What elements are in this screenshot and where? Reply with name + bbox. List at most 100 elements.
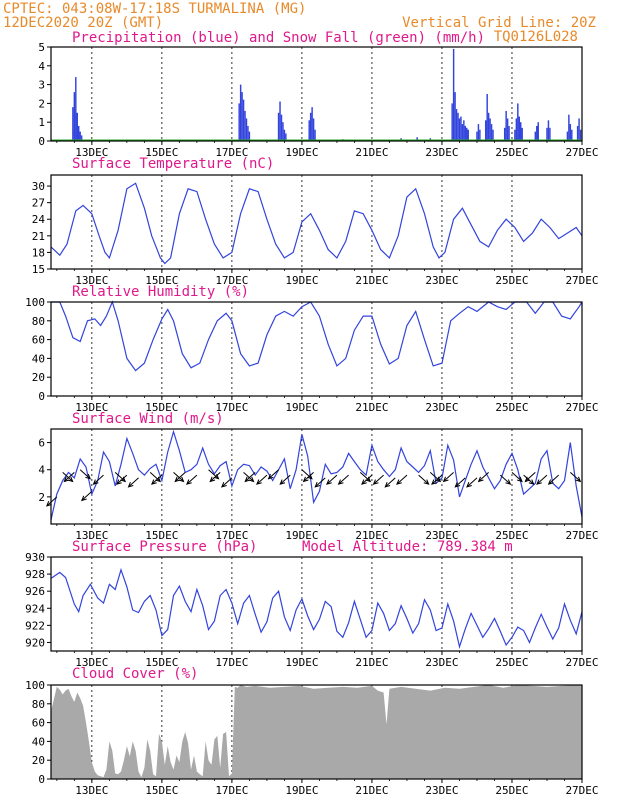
wind-arrow bbox=[499, 474, 511, 485]
cloud-frame bbox=[50, 684, 583, 780]
wind-arrow bbox=[93, 474, 104, 485]
temperature-xtick-label: 27DEC bbox=[565, 274, 598, 287]
humidity-ytick-label: 40 bbox=[32, 352, 45, 365]
wind-arrow bbox=[62, 472, 74, 482]
cloud-area bbox=[51, 685, 582, 779]
precip-bar bbox=[309, 112, 312, 141]
wind-arrow-head bbox=[547, 479, 554, 485]
precip-bar bbox=[534, 131, 537, 141]
wind-arrow bbox=[244, 472, 256, 482]
humidity-xtick-label: 25DEC bbox=[495, 401, 528, 414]
wind-arrow bbox=[361, 474, 373, 485]
temperature-frame bbox=[50, 174, 583, 270]
precip-bar bbox=[77, 125, 80, 141]
precip-ytick-label: 4 bbox=[38, 60, 45, 73]
wind-arrow bbox=[243, 472, 254, 482]
precip-bar bbox=[546, 127, 548, 141]
temperature-xtick-label: 19DEC bbox=[285, 274, 318, 287]
wind-arrow-head bbox=[575, 476, 582, 483]
wind-arrow-head bbox=[302, 476, 309, 483]
wind-arrow bbox=[81, 491, 93, 501]
precip-xtick-label: 23DEC bbox=[425, 146, 458, 159]
precip-bar bbox=[508, 125, 510, 141]
precip-xtick-label: 19DEC bbox=[285, 146, 318, 159]
precip-bar bbox=[484, 120, 487, 141]
precip-bar bbox=[312, 118, 315, 141]
precip-bar bbox=[279, 101, 281, 141]
precip-bar bbox=[466, 127, 468, 141]
precip-bar bbox=[282, 122, 284, 141]
wind-panel: Surface Wind (m/s) 2 4 6 13DEC 15DEC 17DEC 19DE… bbox=[38, 411, 598, 542]
wind-arrow bbox=[359, 472, 371, 482]
precip-bar bbox=[280, 114, 283, 141]
pressure-ytick-label: 924 bbox=[25, 602, 45, 615]
wind-arrow-head bbox=[92, 479, 99, 485]
wind-arrow-head bbox=[326, 479, 332, 485]
precip-bar bbox=[308, 120, 310, 141]
precip-bar bbox=[503, 127, 506, 141]
wind-arrow bbox=[314, 477, 326, 488]
cloud-ytick-label: 40 bbox=[32, 735, 45, 748]
pressure-ytick-label: 928 bbox=[25, 568, 45, 581]
precip-bar bbox=[464, 125, 467, 141]
pressure-title: Surface Pressure (hPa) bbox=[72, 539, 257, 555]
humidity-xtick-label: 13DEC bbox=[75, 401, 108, 414]
precip-bar bbox=[536, 125, 538, 141]
precip-bar bbox=[455, 109, 458, 141]
precip-bar bbox=[463, 120, 465, 141]
wind-arrow-head bbox=[442, 476, 449, 483]
wind-line bbox=[50, 429, 583, 521]
precip-bar bbox=[578, 118, 580, 141]
wind-arrow-head bbox=[466, 482, 472, 488]
precip-bar bbox=[489, 118, 491, 141]
precip-title: Precipitation (blue) and Snow Fall (gree… bbox=[72, 30, 485, 46]
precip-bar bbox=[239, 84, 242, 141]
header-model: TQ0126L028 bbox=[494, 29, 578, 45]
cloud-ytick-label: 100 bbox=[25, 679, 45, 692]
wind-arrow bbox=[114, 472, 126, 482]
wind-arrow bbox=[116, 474, 128, 485]
temperature-xtick-label: 13DEC bbox=[75, 274, 108, 287]
wind-arrow bbox=[478, 472, 489, 482]
wind-arrow bbox=[149, 472, 161, 482]
wind-arrow bbox=[536, 474, 548, 485]
temperature-ytick-label: 24 bbox=[32, 213, 46, 226]
precip-ytick-label: 3 bbox=[38, 79, 45, 92]
wind-arrow-head bbox=[384, 482, 391, 488]
wind-arrow-head bbox=[80, 495, 87, 502]
cloud-title: Cloud Cover (%) bbox=[72, 666, 198, 682]
humidity-ytick-label: 0 bbox=[38, 390, 45, 403]
wind-arrow bbox=[384, 477, 396, 488]
temperature-ytick-label: 15 bbox=[32, 263, 45, 276]
precip-ytick-label: 2 bbox=[38, 97, 45, 110]
wind-arrow bbox=[548, 474, 559, 485]
cloud-panel: Cloud Cover (%) 0 20 40 60 80 100 13DEC 15DEC 17D… bbox=[25, 666, 598, 797]
precip-bar bbox=[506, 118, 509, 141]
precip-bar bbox=[461, 124, 464, 141]
precip-panel: Precipitation (blue) and Snow Fall (gree… bbox=[38, 30, 598, 159]
temperature-ytick-label: 30 bbox=[32, 180, 45, 193]
wind-arrow-head bbox=[256, 479, 262, 485]
wind-arrow bbox=[256, 474, 268, 485]
precip-bar bbox=[549, 127, 551, 141]
wind-xtick-label: 17DEC bbox=[215, 529, 248, 542]
precip-bar bbox=[460, 116, 462, 141]
wind-xtick-label: 23DEC bbox=[425, 529, 458, 542]
humidity-line bbox=[51, 300, 583, 372]
humidity-xtick-label: 15DEC bbox=[145, 401, 178, 414]
wind-arrow bbox=[466, 477, 478, 488]
precip-bar bbox=[568, 114, 570, 141]
precip-bar bbox=[245, 118, 248, 141]
precip-bar bbox=[80, 135, 83, 141]
precip-xtick-label: 15DEC bbox=[145, 146, 178, 159]
wind-arrow-head bbox=[127, 482, 134, 488]
humidity-xtick-label: 17DEC bbox=[215, 401, 248, 414]
wind-arrow bbox=[64, 472, 75, 482]
pressure-xtick-label: 17DEC bbox=[215, 656, 248, 669]
precip-bar bbox=[515, 118, 518, 141]
precip-ytick-label: 5 bbox=[38, 41, 45, 54]
wind-arrow-head bbox=[396, 479, 402, 485]
pressure-ytick-label: 920 bbox=[25, 636, 45, 649]
precip-bar bbox=[314, 129, 316, 141]
